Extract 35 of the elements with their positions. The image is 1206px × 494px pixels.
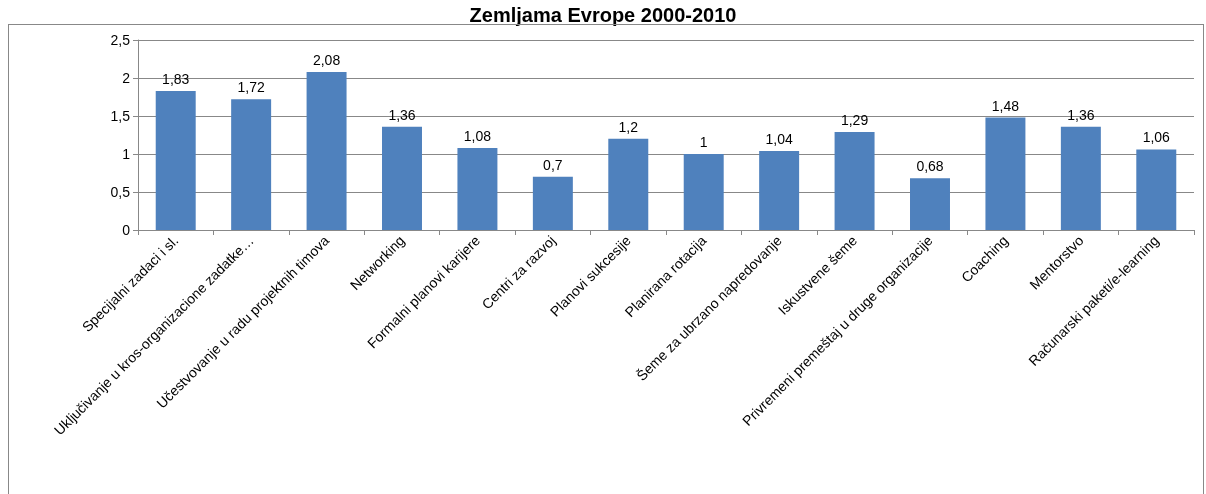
bar bbox=[382, 126, 422, 230]
data-label: 0,68 bbox=[916, 158, 944, 175]
data-label: 1,04 bbox=[765, 130, 793, 147]
y-tick-label: 2,5 bbox=[110, 32, 131, 48]
bar bbox=[306, 71, 347, 230]
y-tick-label: 2 bbox=[122, 70, 131, 86]
y-tick-label: 1 bbox=[122, 146, 131, 162]
bar bbox=[1060, 126, 1101, 230]
bar bbox=[1136, 149, 1177, 230]
bar bbox=[985, 117, 1026, 230]
data-label: 1,2 bbox=[618, 118, 639, 135]
data-label: 1,48 bbox=[991, 97, 1020, 114]
bar bbox=[834, 131, 875, 230]
y-tick-label: 0 bbox=[122, 222, 131, 238]
chart-title: Zemljama Evrope 2000-2010 bbox=[469, 4, 737, 26]
y-tick-label: 1,5 bbox=[110, 108, 131, 124]
data-label: 1,83 bbox=[162, 70, 190, 87]
y-tick-label: 0,5 bbox=[110, 184, 131, 200]
data-label: 1,36 bbox=[388, 106, 416, 123]
data-label: 2,08 bbox=[312, 51, 341, 68]
data-label: 1,29 bbox=[840, 111, 869, 128]
data-label: 1,72 bbox=[237, 79, 265, 96]
data-label: 1,36 bbox=[1067, 106, 1095, 123]
bar bbox=[155, 90, 196, 230]
bar bbox=[532, 176, 573, 230]
data-label: 1,06 bbox=[1142, 129, 1171, 146]
data-label: 1,08 bbox=[463, 127, 492, 144]
bar bbox=[759, 150, 800, 230]
bar bbox=[608, 138, 649, 230]
bar bbox=[683, 154, 724, 230]
bar bbox=[457, 147, 498, 230]
bar bbox=[910, 178, 950, 230]
bar bbox=[231, 99, 272, 230]
data-label: 1 bbox=[699, 134, 708, 150]
data-label: 0,7 bbox=[543, 156, 563, 173]
